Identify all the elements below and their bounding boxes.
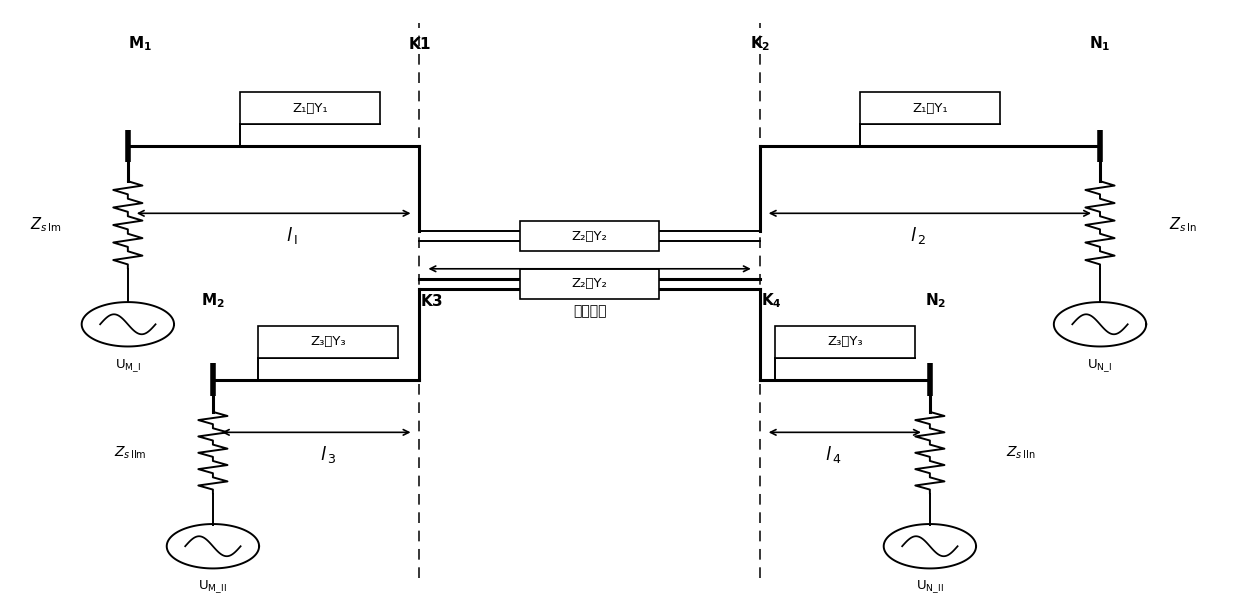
Text: Z₃、Y₃: Z₃、Y₃	[310, 336, 346, 348]
Bar	[861, 92, 999, 124]
Bar	[258, 326, 398, 358]
Text: $\mathrm{U_{M\_II}}$: $\mathrm{U_{M\_II}}$	[198, 579, 227, 595]
Text: Z₁、Y₁: Z₁、Y₁	[293, 102, 327, 114]
Text: $l_{\,\mathrm{I}}$: $l_{\,\mathrm{I}}$	[286, 225, 298, 246]
Text: $Z_{s\,\mathrm{Im}}$: $Z_{s\,\mathrm{Im}}$	[30, 216, 61, 234]
Text: $Z_{s\,\mathrm{IIn}}$: $Z_{s\,\mathrm{IIn}}$	[1006, 445, 1035, 461]
Text: $\mathbf{M_1}$: $\mathbf{M_1}$	[128, 35, 153, 53]
Text: Z₁、Y₁: Z₁、Y₁	[913, 102, 947, 114]
Text: $\mathrm{U_{N\_I}}$: $\mathrm{U_{N\_I}}$	[1087, 357, 1112, 374]
Bar	[520, 222, 660, 251]
Text: $\mathrm{U_{N\_II}}$: $\mathrm{U_{N\_II}}$	[916, 579, 944, 595]
Text: $Z_{s\,\mathrm{In}}$: $Z_{s\,\mathrm{In}}$	[1168, 216, 1197, 234]
Text: $\mathbf{M_2}$: $\mathbf{M_2}$	[201, 291, 224, 311]
Text: Z₃、Y₃: Z₃、Y₃	[827, 336, 863, 348]
Text: $Z_{s\,\mathrm{IIm}}$: $Z_{s\,\mathrm{IIm}}$	[114, 445, 146, 461]
Text: $\mathbf{K_4}$: $\mathbf{K_4}$	[761, 291, 782, 311]
Text: $\mathbf{K_2}$: $\mathbf{K_2}$	[749, 35, 770, 53]
Text: Z₂、Y₂: Z₂、Y₂	[572, 278, 608, 290]
Text: $l_{\,5}$: $l_{\,5}$	[594, 279, 610, 300]
Bar	[775, 326, 915, 358]
Text: Z₂、Y₂: Z₂、Y₂	[572, 229, 608, 243]
Bar	[520, 269, 660, 299]
Text: $\mathbf{K1}$: $\mathbf{K1}$	[408, 36, 432, 52]
Text: $\mathbf{N_1}$: $\mathbf{N_1}$	[1089, 35, 1111, 53]
Bar	[241, 92, 379, 124]
Text: $l_{\,2}$: $l_{\,2}$	[910, 225, 925, 246]
Text: $\mathbf{K3}$: $\mathbf{K3}$	[420, 293, 443, 309]
Text: 耦合区段: 耦合区段	[573, 304, 606, 318]
Text: $\mathbf{N_2}$: $\mathbf{N_2}$	[925, 291, 946, 311]
Text: $l_{\,3}$: $l_{\,3}$	[320, 444, 336, 465]
Text: $l_{\,4}$: $l_{\,4}$	[825, 444, 841, 465]
Text: $\mathrm{U_{M\_I}}$: $\mathrm{U_{M\_I}}$	[115, 357, 141, 374]
